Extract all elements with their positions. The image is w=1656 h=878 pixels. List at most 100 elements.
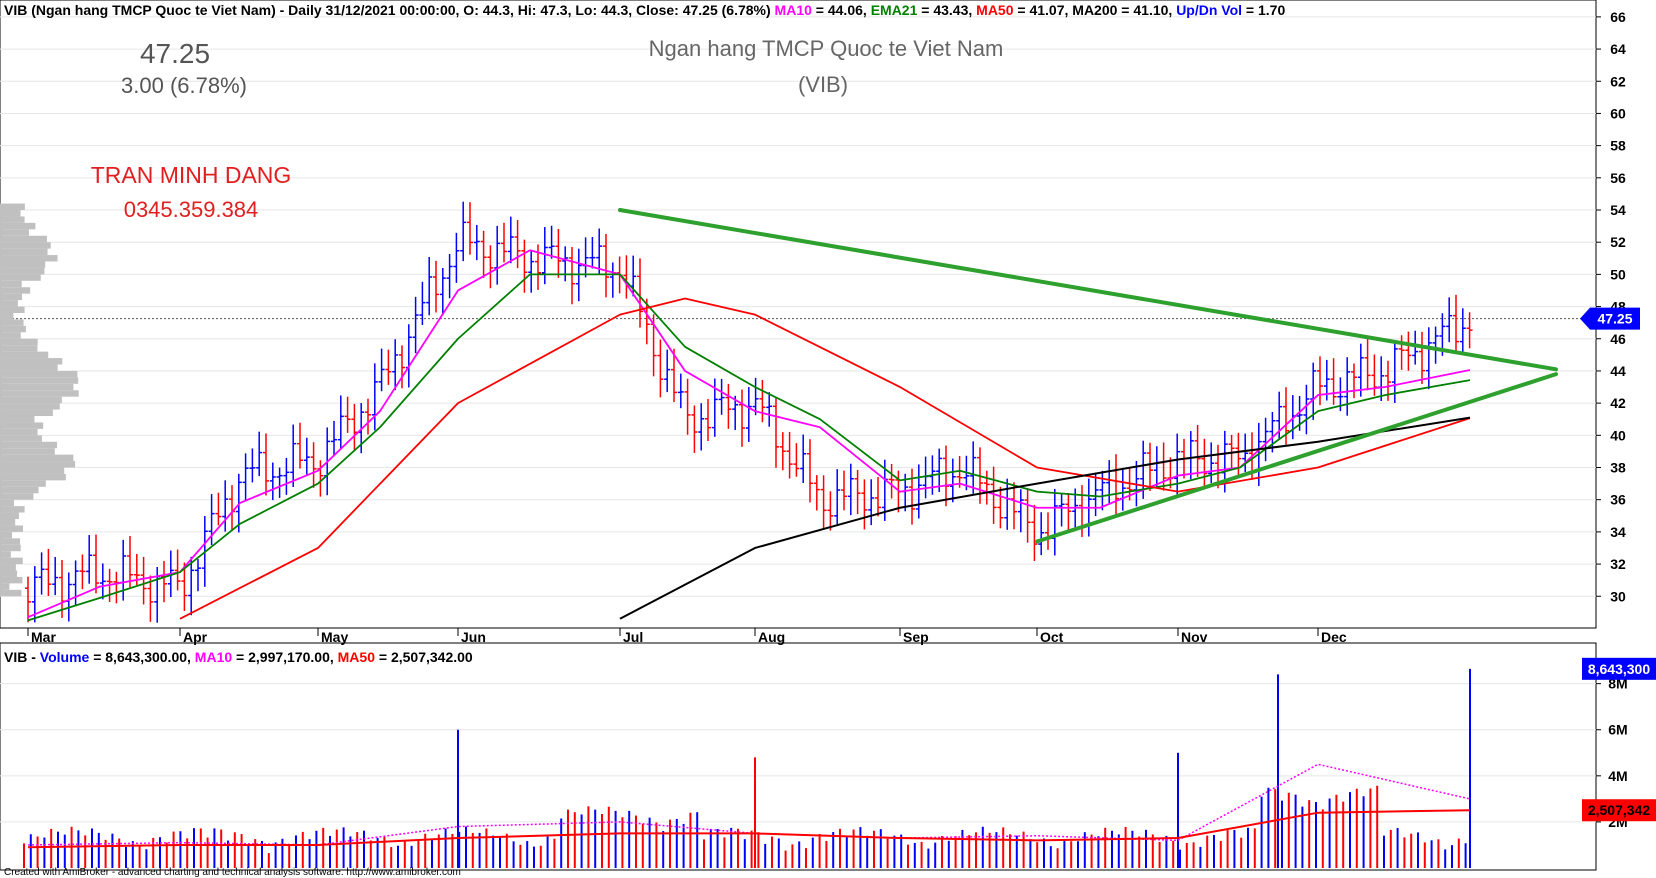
profile-bar [0,576,23,584]
last-price-tag [1580,307,1640,330]
profile-bar [0,454,74,462]
profile-bar [0,499,15,507]
x-tick-label: Aug [758,629,785,645]
y-tick-label: 40 [1610,427,1626,443]
x-tick-label: Jul [623,629,643,645]
ma50-volume-tag [1582,799,1656,822]
author-name: TRAN MINH DANG [91,162,292,188]
profile-bar [0,358,63,365]
series-ma200-line [619,416,1471,620]
profile-bar [0,441,58,449]
header-part: = 1.70 [1242,2,1285,18]
profile-bar [0,248,48,256]
series-ema21-line [27,273,1471,622]
x-tick-label: Sep [903,629,929,645]
header-part: MA50 [338,649,376,665]
y-tick-label: 66 [1610,9,1626,25]
profile-bar [0,557,23,565]
header-part: EMA21 [871,2,918,18]
last-volume-tag-label: 8,643,300 [1588,661,1650,677]
profile-bar [0,583,10,590]
profile-bar [0,480,46,487]
vol-tick-label: 6M [1608,722,1627,738]
y-tick-label: 32 [1610,556,1626,572]
y-tick-label: 44 [1610,363,1626,379]
profile-bar [0,325,26,333]
header-part: = 41.07, MA200 = 41.10, [1014,2,1177,18]
author-phone: 0345.359.384 [124,197,259,222]
profile-bar [0,332,21,339]
profile-bar [0,306,25,313]
series-ma10-line [27,249,1471,619]
header-part: Up/Dn Vol [1176,2,1242,18]
y-tick-label: 36 [1610,492,1626,508]
volume-profile [0,203,79,597]
header-part: = 8,643,300.00, [89,649,194,665]
profile-bar [0,570,18,577]
profile-bar [0,589,22,597]
header-part: = 2,997,170.00, [232,649,337,665]
profile-bar [0,222,36,230]
company-title: Ngan hang TMCP Quoc te Viet Nam [649,36,1004,61]
last-price-tag-label: 47.25 [1597,311,1632,327]
price-panel[interactable] [0,0,1597,629]
x-tick-label: Jun [461,629,486,645]
profile-bar [0,473,66,481]
header-part: = 2,507,342.00 [375,649,473,665]
profile-bar [0,403,60,410]
profile-bar [0,564,16,571]
profile-bar [0,287,31,294]
chart-header: VIB (Ngan hang TMCP Quoc te Viet Nam) - … [4,2,1285,18]
ma50-volume-tag-label: 2,507,342 [1588,802,1650,818]
profile-bar [0,435,42,442]
profile-bar [0,255,58,262]
header-part: VIB (Ngan hang TMCP Quoc te Viet Nam) - … [4,2,775,18]
y-tick-label: 58 [1610,138,1626,154]
profile-bar [0,267,45,275]
volume-lines [27,763,1471,849]
profile-bar [0,280,22,288]
volume-ma50-line [27,809,1471,849]
profile-bar [0,300,18,307]
y-tick-label: 30 [1610,588,1626,604]
profile-bar [0,531,13,539]
y-tick-label: 56 [1610,170,1626,186]
header-part: MA10 [195,649,233,665]
volume-header: VIB - Volume = 8,643,300.00, MA10 = 2,99… [4,649,473,665]
last-volume-tag [1582,657,1656,680]
x-tick-label: Dec [1321,629,1347,645]
profile-bar [0,448,55,455]
x-tick-label: May [321,629,348,645]
y-tick-label: 42 [1610,395,1626,411]
header-part: MA50 [976,2,1014,18]
profile-bar [0,364,58,371]
x-tick-label: Mar [31,629,56,645]
profile-bar [0,486,39,494]
profile-bar [0,544,21,552]
y-tick-label: 38 [1610,460,1626,476]
profile-bar [0,551,11,558]
profile-bar [0,428,38,436]
header-part: Volume [40,649,90,665]
price-lines [25,201,1473,623]
profile-bar [0,512,19,519]
trendlines [618,208,1558,544]
y-tick-label: 46 [1610,331,1626,347]
x-tick-label: Oct [1040,629,1064,645]
profile-bar [0,338,38,346]
header-part: MA10 [775,2,813,18]
profile-bar [0,416,35,423]
trendline[interactable] [618,208,1558,372]
profile-bar [0,396,62,404]
ticker-title: (VIB) [798,72,848,97]
profile-bar [0,467,65,474]
header-part: = 44.06, [812,2,871,18]
profile-bar [0,235,47,243]
change-display: 3.00 (6.78%) [121,73,247,98]
vol-tick-label: 4M [1608,768,1627,784]
profile-bar [0,370,78,378]
header-part: VIB - [4,649,40,665]
trendline[interactable] [1035,372,1558,544]
price-display: 47.25 [140,38,210,69]
